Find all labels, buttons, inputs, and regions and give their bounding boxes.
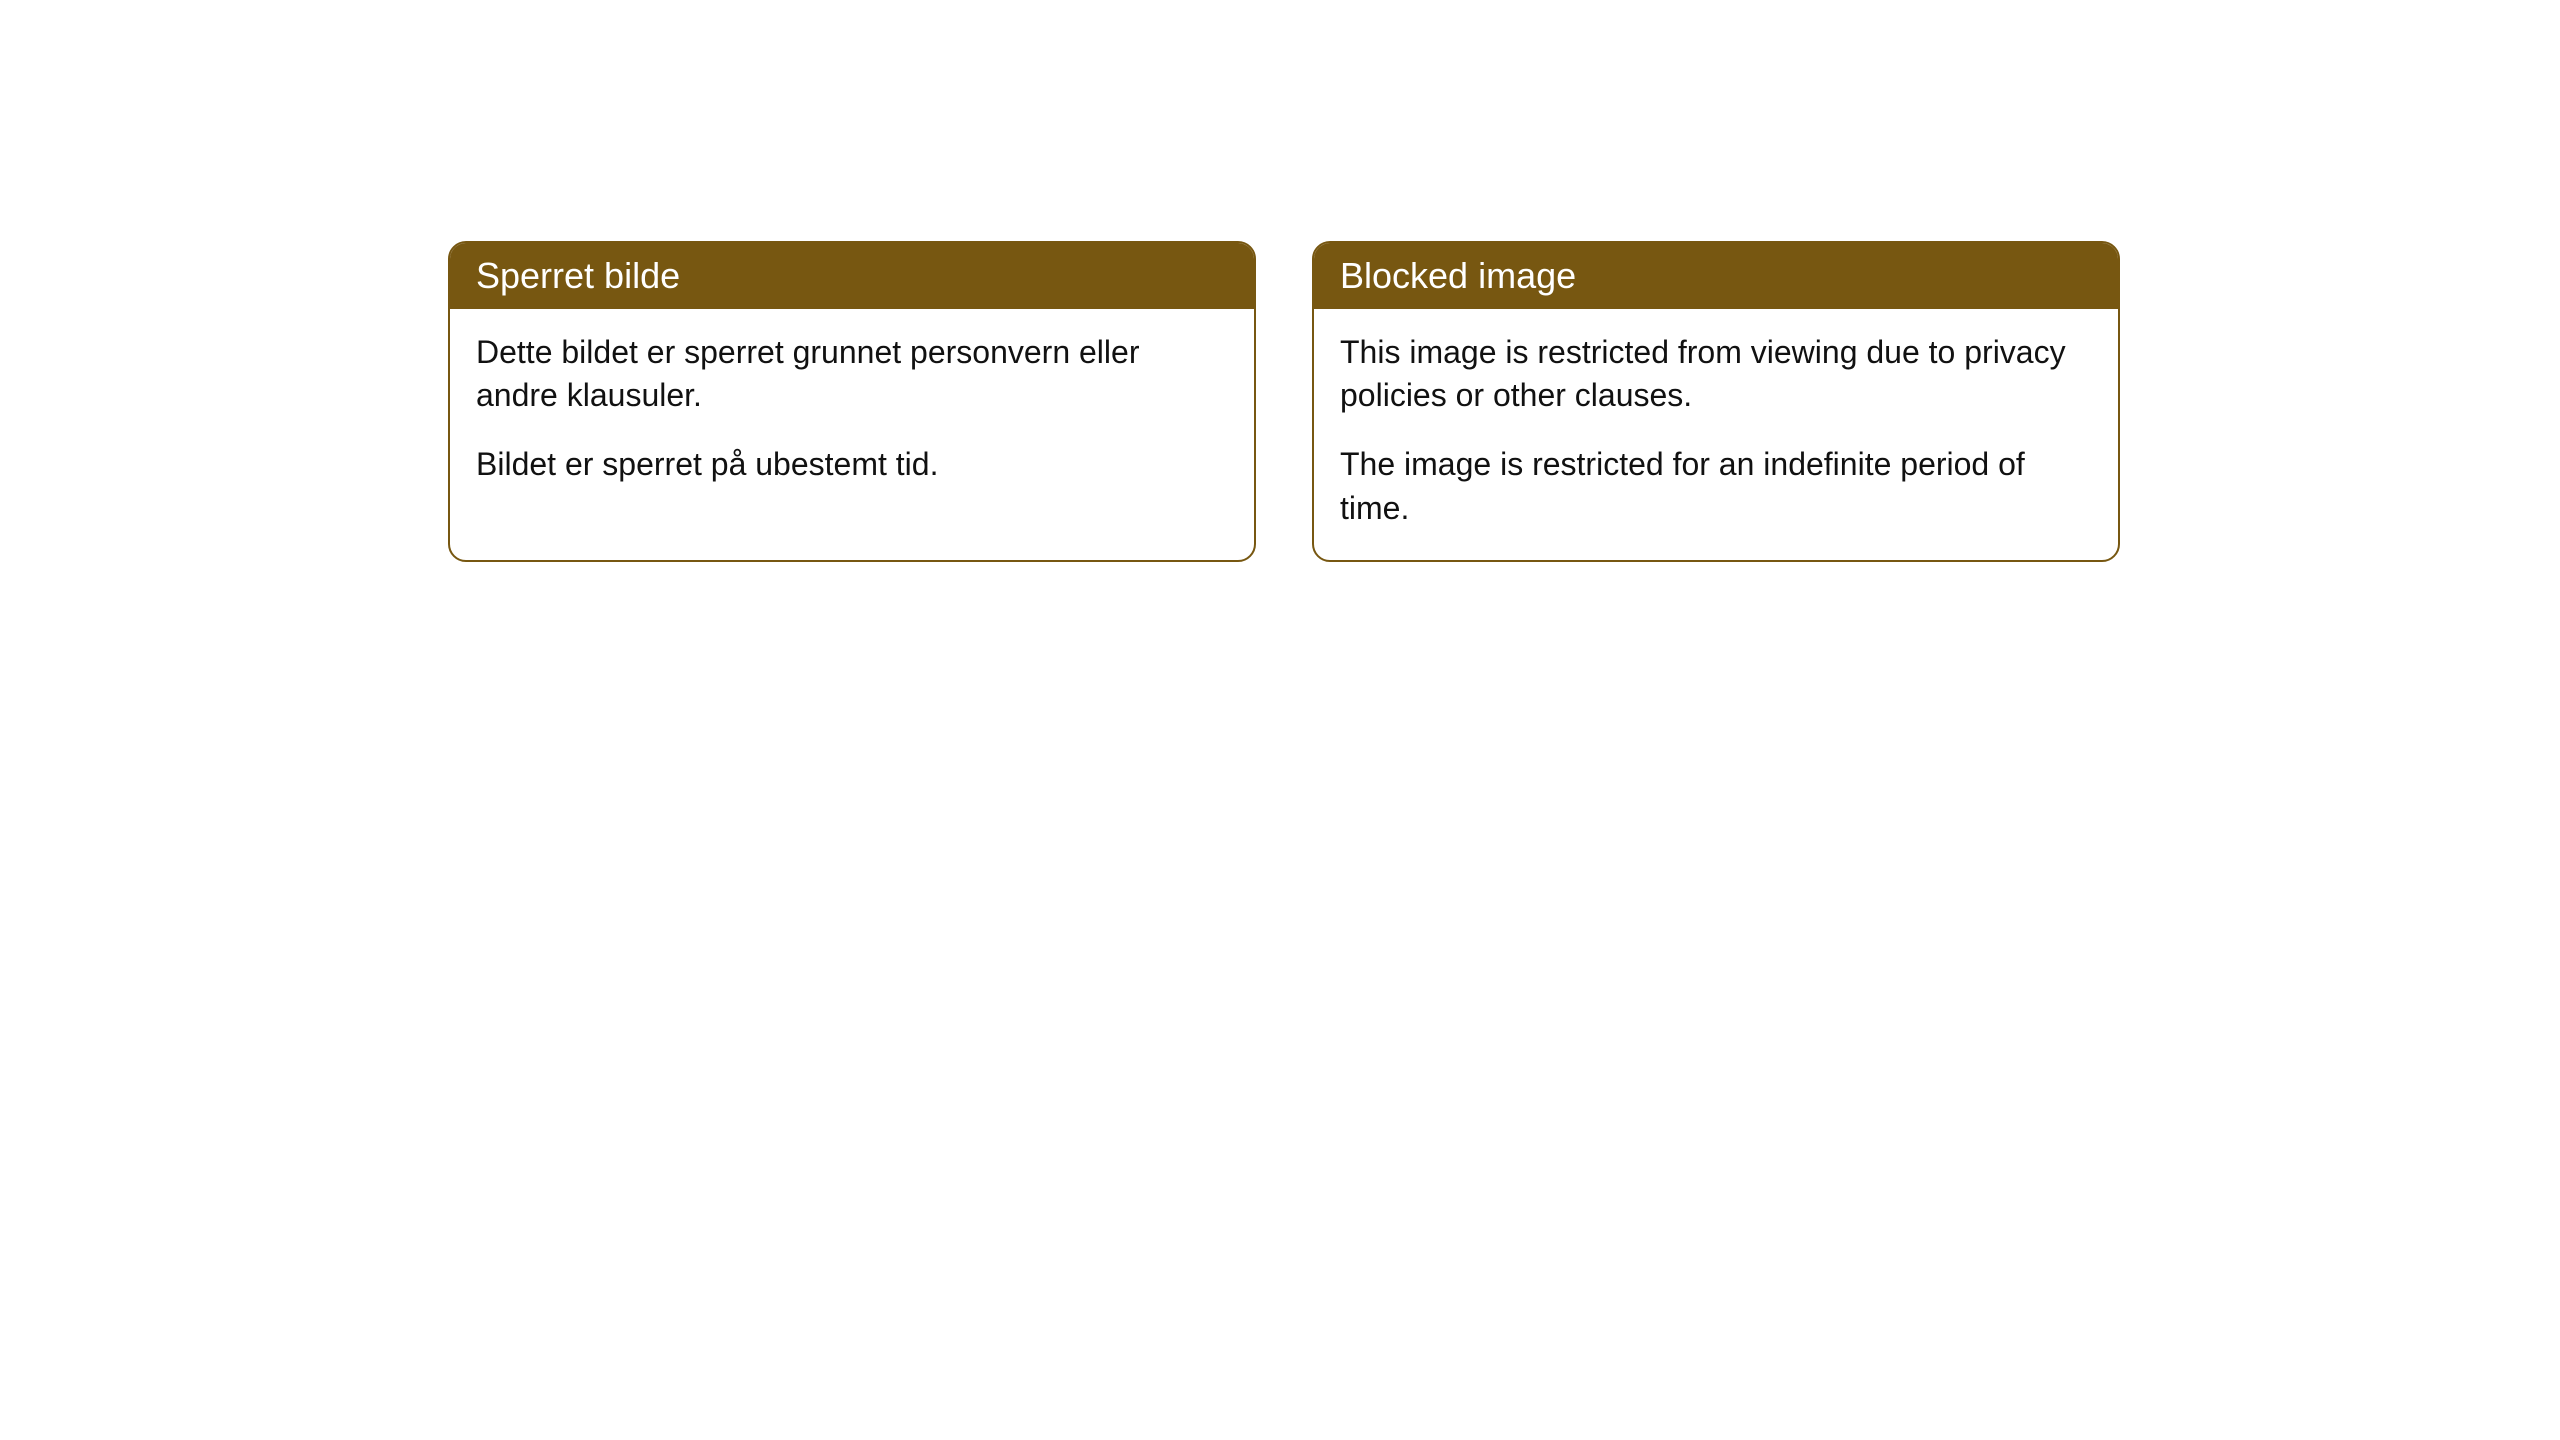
card-body: This image is restricted from viewing du… <box>1314 309 2118 560</box>
card-body: Dette bildet er sperret grunnet personve… <box>450 309 1254 517</box>
card-paragraph: Dette bildet er sperret grunnet personve… <box>476 331 1228 417</box>
notice-card-norwegian: Sperret bilde Dette bildet er sperret gr… <box>448 241 1256 562</box>
card-title: Blocked image <box>1340 255 1576 296</box>
notice-card-english: Blocked image This image is restricted f… <box>1312 241 2120 562</box>
card-paragraph: The image is restricted for an indefinit… <box>1340 443 2092 529</box>
card-paragraph: Bildet er sperret på ubestemt tid. <box>476 443 1228 486</box>
notice-cards-container: Sperret bilde Dette bildet er sperret gr… <box>448 241 2120 562</box>
card-header: Sperret bilde <box>450 243 1254 309</box>
card-paragraph: This image is restricted from viewing du… <box>1340 331 2092 417</box>
card-header: Blocked image <box>1314 243 2118 309</box>
card-title: Sperret bilde <box>476 255 680 296</box>
